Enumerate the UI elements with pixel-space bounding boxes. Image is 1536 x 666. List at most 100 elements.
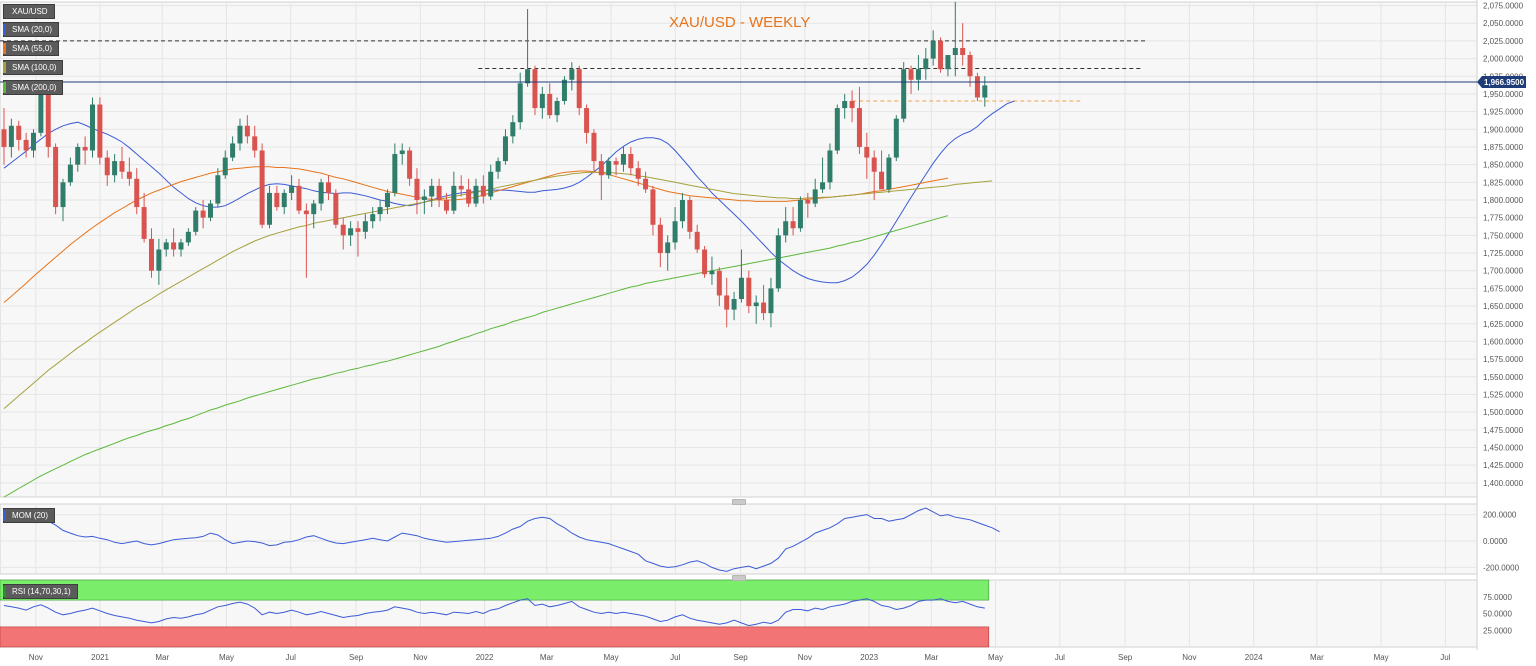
- pane-resize-handle-rsi[interactable]: [732, 575, 746, 581]
- candle-body: [414, 178, 420, 200]
- candle-body: [67, 164, 73, 183]
- rsi-y-tick-label: 25.0000: [1483, 626, 1512, 635]
- y-tick-label: 1,425.0000: [1483, 461, 1524, 470]
- y-tick-label: 1,600.0000: [1483, 337, 1524, 346]
- x-tick-label: Mar: [540, 653, 554, 662]
- candle-body: [790, 221, 796, 229]
- y-tick-label: 1,550.0000: [1483, 373, 1524, 382]
- candle-body: [797, 200, 803, 229]
- candle-body: [222, 157, 228, 176]
- y-tick-label: 1,525.0000: [1483, 390, 1524, 399]
- candle-body: [561, 79, 567, 101]
- x-tick-label: Nov: [413, 653, 427, 662]
- mom-y-tick-label: -200.0000: [1483, 563, 1520, 572]
- candle-body: [753, 302, 759, 307]
- candle-body: [126, 171, 132, 179]
- candle-body: [510, 122, 516, 137]
- candle-body: [495, 161, 501, 172]
- candle-body: [296, 185, 302, 211]
- candle-body: [635, 168, 641, 179]
- candle-body: [738, 277, 744, 299]
- candle-body: [407, 150, 413, 179]
- candle-body: [584, 108, 590, 133]
- candle-body: [628, 154, 634, 169]
- candle-body: [532, 69, 538, 109]
- candle-body: [879, 171, 885, 190]
- candle-body: [901, 69, 907, 119]
- candles-group: [1, 2, 988, 328]
- candle-body: [945, 55, 951, 70]
- mom-line: [3, 507, 1000, 572]
- candle-body: [185, 231, 191, 243]
- candle-body: [930, 40, 936, 59]
- candle-body: [451, 185, 457, 211]
- rsi-y-tick-label: 50.0000: [1483, 610, 1512, 619]
- last-price-badge: [1477, 75, 1526, 88]
- sma20-tag[interactable]: SMA (20,0): [3, 22, 60, 37]
- sma200-tag[interactable]: SMA (200,0): [3, 80, 64, 95]
- last-price-label: 1,966.9500: [1484, 78, 1525, 87]
- symbol-tag[interactable]: XAU/USD: [3, 4, 55, 19]
- candle-body: [303, 210, 309, 215]
- candle-body: [148, 238, 154, 271]
- sma20-line: [3, 100, 1015, 284]
- candle-body: [421, 196, 427, 200]
- candle-body: [311, 203, 317, 215]
- x-tick-label: 2023: [860, 653, 878, 662]
- candle-body: [458, 185, 464, 190]
- x-tick-label: Jul: [1055, 653, 1065, 662]
- candle-body: [60, 182, 66, 208]
- candle-body: [200, 210, 206, 218]
- candle-body: [893, 118, 899, 158]
- x-tick-label: Jul: [1440, 653, 1450, 662]
- x-tick-label: 2021: [91, 653, 109, 662]
- candle-body: [960, 47, 966, 56]
- y-tick-label: 1,875.0000: [1483, 143, 1524, 152]
- x-tick-label: Jul: [670, 653, 680, 662]
- candle-body: [923, 58, 929, 70]
- sma55-tag[interactable]: SMA (55,0): [3, 41, 60, 56]
- y-tick-label: 1,725.0000: [1483, 249, 1524, 258]
- candle-body: [576, 69, 582, 109]
- candle-body: [266, 192, 272, 225]
- candle-body: [502, 136, 508, 162]
- y-tick-label: 2,000.0000: [1483, 55, 1524, 64]
- x-tick-label: Mar: [155, 653, 169, 662]
- y-tick-label: 1,700.0000: [1483, 267, 1524, 276]
- mom-y-tick-label: 0.0000: [1483, 537, 1508, 546]
- candle-body: [230, 143, 236, 158]
- x-tick-label: May: [219, 653, 234, 662]
- candle-body: [104, 157, 110, 176]
- candle-body: [724, 295, 730, 310]
- pane-resize-handle-mom[interactable]: [732, 499, 746, 505]
- candle-body: [259, 150, 265, 225]
- candle-body: [915, 69, 921, 80]
- candle-body: [974, 76, 980, 98]
- candle-body: [842, 101, 848, 109]
- candle-body: [436, 185, 442, 200]
- candle-body: [820, 182, 826, 190]
- candle-body: [237, 125, 243, 144]
- candle-body: [650, 189, 656, 225]
- y-tick-label: 1,400.0000: [1483, 479, 1524, 488]
- sma100-tag[interactable]: SMA (100,0): [3, 60, 64, 75]
- candle-body: [547, 93, 553, 116]
- y-tick-label: 1,850.0000: [1483, 161, 1524, 170]
- candle-body: [827, 150, 833, 183]
- mom-tag[interactable]: MOM (20): [3, 508, 55, 523]
- x-tick-label: Sep: [733, 653, 748, 662]
- y-tick-label: 1,625.0000: [1483, 320, 1524, 329]
- candle-body: [89, 104, 95, 151]
- candle-body: [45, 93, 51, 147]
- candle-body: [731, 299, 737, 310]
- candle-body: [82, 146, 88, 151]
- rsi-tag[interactable]: RSI (14,70,30,1): [3, 584, 78, 599]
- candle-body: [466, 189, 472, 204]
- candle-body: [665, 242, 671, 254]
- y-tick-label: 2,075.0000: [1483, 2, 1524, 11]
- candle-body: [709, 270, 715, 275]
- rsi-oversold-zone: [0, 626, 990, 648]
- candle-body: [643, 178, 649, 190]
- candle-body: [716, 270, 722, 296]
